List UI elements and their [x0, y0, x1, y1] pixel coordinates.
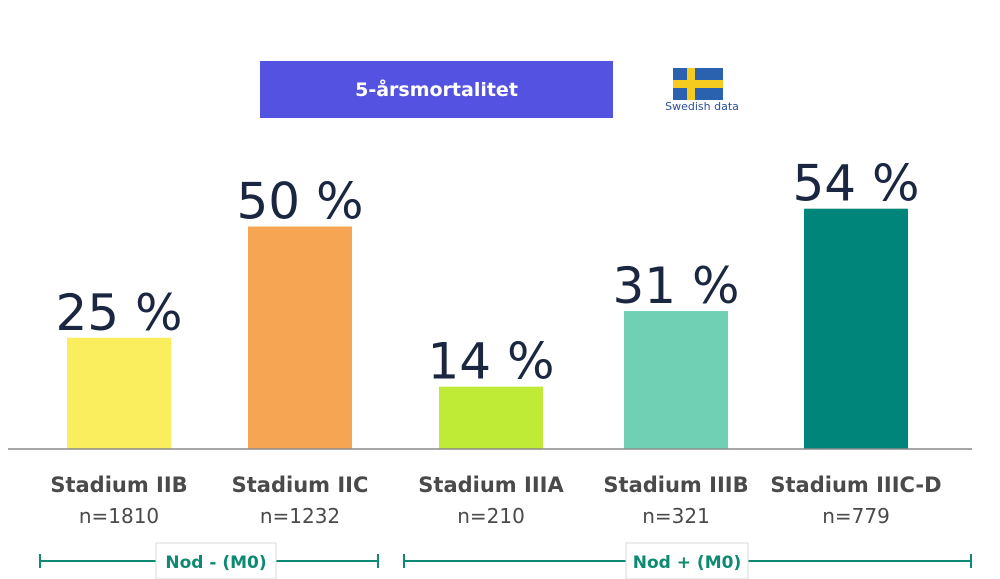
category-label: Stadium IIIC-D [770, 473, 941, 497]
bar-4 [624, 311, 728, 449]
flag-badge: Swedish data [652, 66, 752, 116]
sample-size-label: n=1810 [79, 504, 159, 528]
bar-value-label: 31 % [612, 257, 739, 315]
bar-1 [67, 337, 171, 449]
sample-size-label: n=1232 [260, 504, 340, 528]
bar-3 [439, 386, 543, 449]
category-label: Stadium IIIB [603, 473, 748, 497]
sample-size-label: n=321 [642, 504, 710, 528]
group-label-box [155, 542, 277, 579]
flag-caption: Swedish data [665, 100, 739, 113]
chart-title-box: 5-årsmortalitet [260, 61, 613, 118]
bar-value-label: 25 % [55, 284, 182, 342]
chart-title: 5-årsmortalitet [355, 78, 518, 101]
group-bracket: Nod - (M0) [39, 542, 379, 579]
sweden-flag-icon [673, 68, 723, 100]
bar-value-label: 54 % [792, 155, 919, 213]
group-bracket: Nod + (M0) [403, 542, 972, 579]
group-label-box [625, 542, 749, 579]
bar-value-label: 50 % [236, 173, 363, 231]
sample-size-label: n=779 [822, 504, 890, 528]
bar-value-label: 14 % [427, 333, 554, 391]
bar-2 [248, 226, 352, 449]
bar-5 [804, 208, 908, 449]
category-label: Stadium IIIA [418, 473, 564, 497]
group-label: Nod + (M0) [633, 553, 741, 573]
category-label: Stadium IIC [232, 473, 369, 497]
sample-size-label: n=210 [457, 504, 525, 528]
group-label: Nod - (M0) [165, 553, 266, 573]
category-label: Stadium IIB [50, 473, 187, 497]
